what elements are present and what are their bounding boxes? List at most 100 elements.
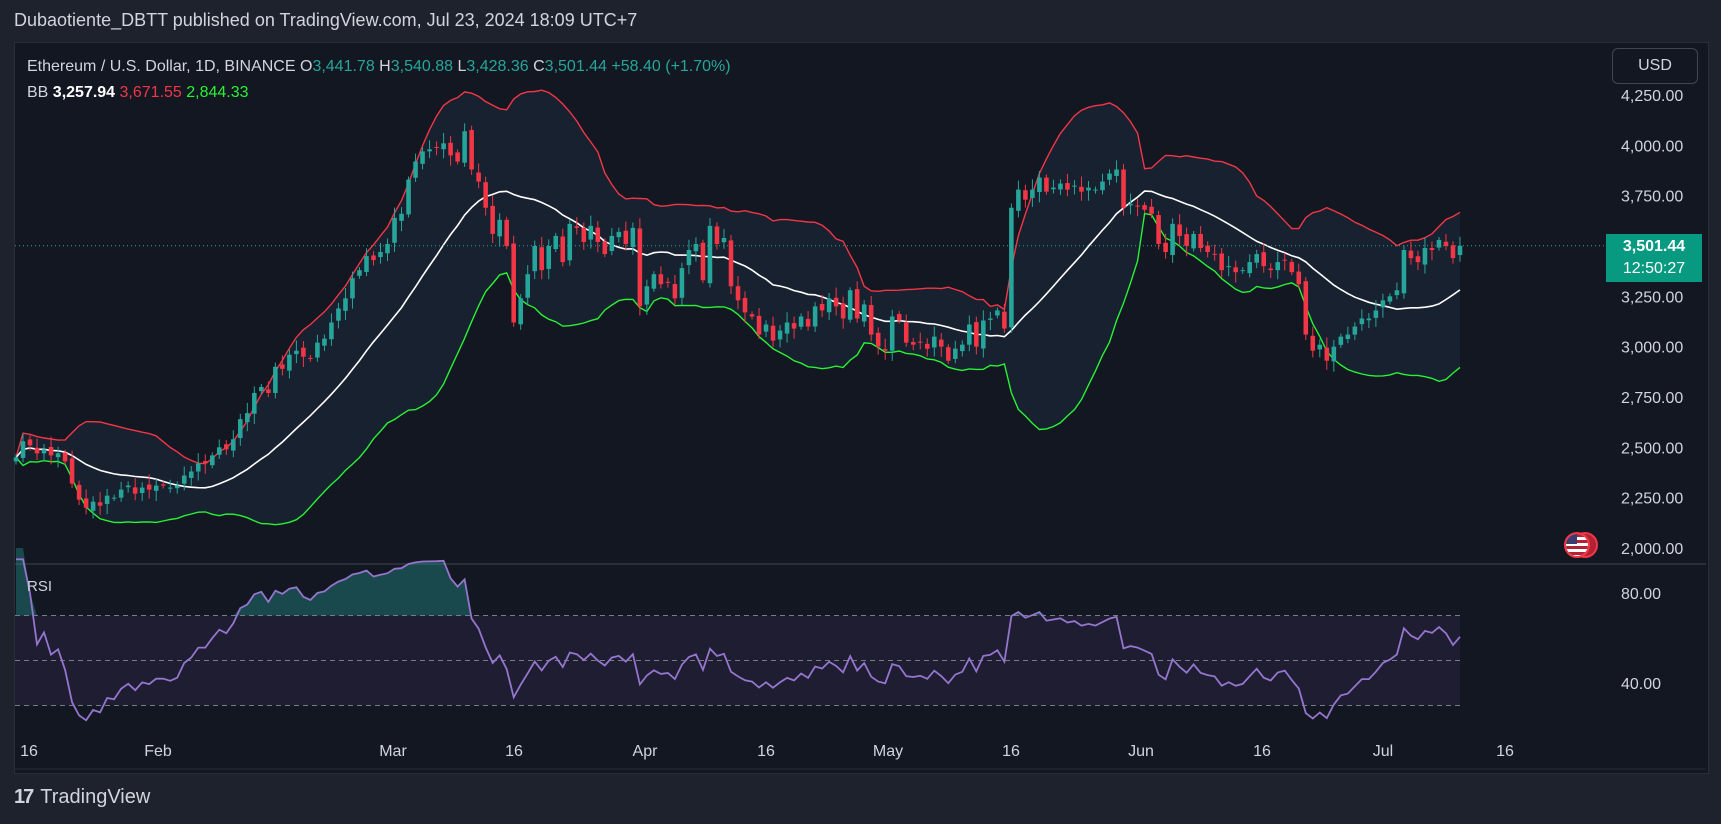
candle-body: [967, 324, 972, 345]
currency-button[interactable]: USD: [1612, 48, 1698, 84]
candle-body: [399, 213, 404, 221]
candle-body: [294, 350, 299, 355]
candle-body: [1261, 252, 1267, 267]
candle-body: [111, 497, 117, 499]
candle-body: [637, 228, 643, 307]
low-label: L: [457, 58, 467, 75]
candle-body: [504, 219, 509, 246]
time-axis-tick: May: [873, 743, 903, 760]
candle-body: [939, 339, 944, 347]
rsi-label[interactable]: RSI: [27, 578, 53, 595]
symbol-title[interactable]: Ethereum / U.S. Dollar, 1D, BINANCE: [27, 58, 296, 75]
candle-body: [20, 441, 26, 459]
candle-body: [847, 290, 853, 320]
candle-body: [1107, 173, 1112, 180]
candle-body: [1233, 267, 1238, 273]
candle-body: [483, 182, 488, 208]
price-axis-tick: 4,250.00: [1621, 88, 1683, 105]
candle-body: [259, 386, 264, 392]
price-axis-tick: 2,750.00: [1621, 390, 1683, 407]
candle-body: [728, 240, 734, 287]
candle-body: [224, 444, 229, 450]
candle-body: [167, 487, 173, 489]
candle-body: [1394, 290, 1400, 296]
candle-body: [1352, 326, 1358, 335]
candle-body: [231, 439, 236, 451]
candle-body: [686, 250, 692, 266]
candle-body: [1380, 300, 1386, 308]
candle-body: [763, 324, 769, 332]
candle-body: [1310, 335, 1316, 351]
candle-body: [1359, 318, 1365, 325]
candle-body: [1366, 318, 1372, 321]
candle-body: [1156, 214, 1161, 244]
candle-body: [630, 227, 636, 248]
rsi-axis-tick: 80.00: [1621, 586, 1661, 603]
candle-body: [364, 256, 369, 272]
candle-body: [329, 322, 334, 340]
candle-body: [819, 303, 825, 311]
candle-body: [1415, 256, 1421, 263]
candle-body: [1016, 189, 1021, 211]
tradingview-logo[interactable]: 17 TradingView: [14, 786, 150, 809]
candle-body: [174, 485, 180, 489]
candle-body: [1401, 250, 1407, 294]
candle-body: [125, 485, 131, 488]
candle-body: [840, 303, 846, 319]
candle-body: [651, 274, 657, 289]
candle-body: [560, 236, 566, 263]
candle-body: [1121, 169, 1126, 208]
candle-body: [392, 217, 397, 243]
candle-body: [118, 489, 124, 498]
candle-body: [1135, 205, 1140, 207]
candle-body: [1338, 336, 1344, 345]
candle-body: [371, 255, 376, 261]
candle-body: [602, 241, 608, 255]
price-axis-tick: 4,000.00: [1621, 138, 1683, 155]
candle-body: [1226, 266, 1231, 268]
candle-body: [791, 323, 797, 329]
candle-body: [574, 226, 580, 228]
candle-body: [385, 243, 390, 254]
candle-body: [665, 281, 671, 283]
candle-body: [1436, 239, 1442, 248]
change-value: +58.40 (+1.70%): [611, 58, 731, 75]
time-axis-tick: Jul: [1373, 743, 1393, 760]
time-axis-tick: Apr: [633, 743, 659, 760]
rsi-line: [16, 558, 1461, 722]
candle-body: [1289, 261, 1295, 273]
candle-body: [644, 286, 650, 305]
candle-body: [777, 330, 783, 340]
candle-body: [1205, 245, 1210, 253]
candle-body: [1023, 190, 1028, 200]
candle-body: [889, 316, 895, 351]
candle-body: [882, 349, 888, 351]
time-axis-tick: 16: [20, 743, 38, 760]
publisher-header: Dubaotiente_DBTT published on TradingVie…: [14, 10, 638, 30]
candle-body: [931, 336, 937, 348]
candle-body: [525, 274, 530, 298]
candle-body: [69, 458, 75, 484]
candle-body: [1457, 245, 1463, 256]
candle-body: [273, 366, 278, 393]
candle-body: [315, 342, 320, 358]
candle-body: [448, 142, 453, 156]
candle-body: [756, 315, 762, 335]
candle-body: [427, 149, 432, 152]
candle-body: [1100, 181, 1105, 191]
candle-body: [343, 298, 348, 311]
candle-body: [13, 457, 19, 462]
bb-label[interactable]: BB: [27, 84, 49, 101]
candle-body: [1065, 182, 1070, 190]
candle-body: [1212, 253, 1217, 255]
candle-body: [1387, 296, 1393, 302]
us-flag-events-icon[interactable]: [1563, 531, 1599, 559]
time-axis-tick: Jun: [1128, 743, 1154, 760]
price-axis-tick: 2,250.00: [1621, 491, 1683, 508]
candle-body: [896, 314, 902, 321]
candle-body: [854, 289, 860, 319]
time-axis-tick: Feb: [144, 743, 172, 760]
candle-body: [1051, 187, 1056, 190]
candle-body: [1142, 205, 1147, 210]
